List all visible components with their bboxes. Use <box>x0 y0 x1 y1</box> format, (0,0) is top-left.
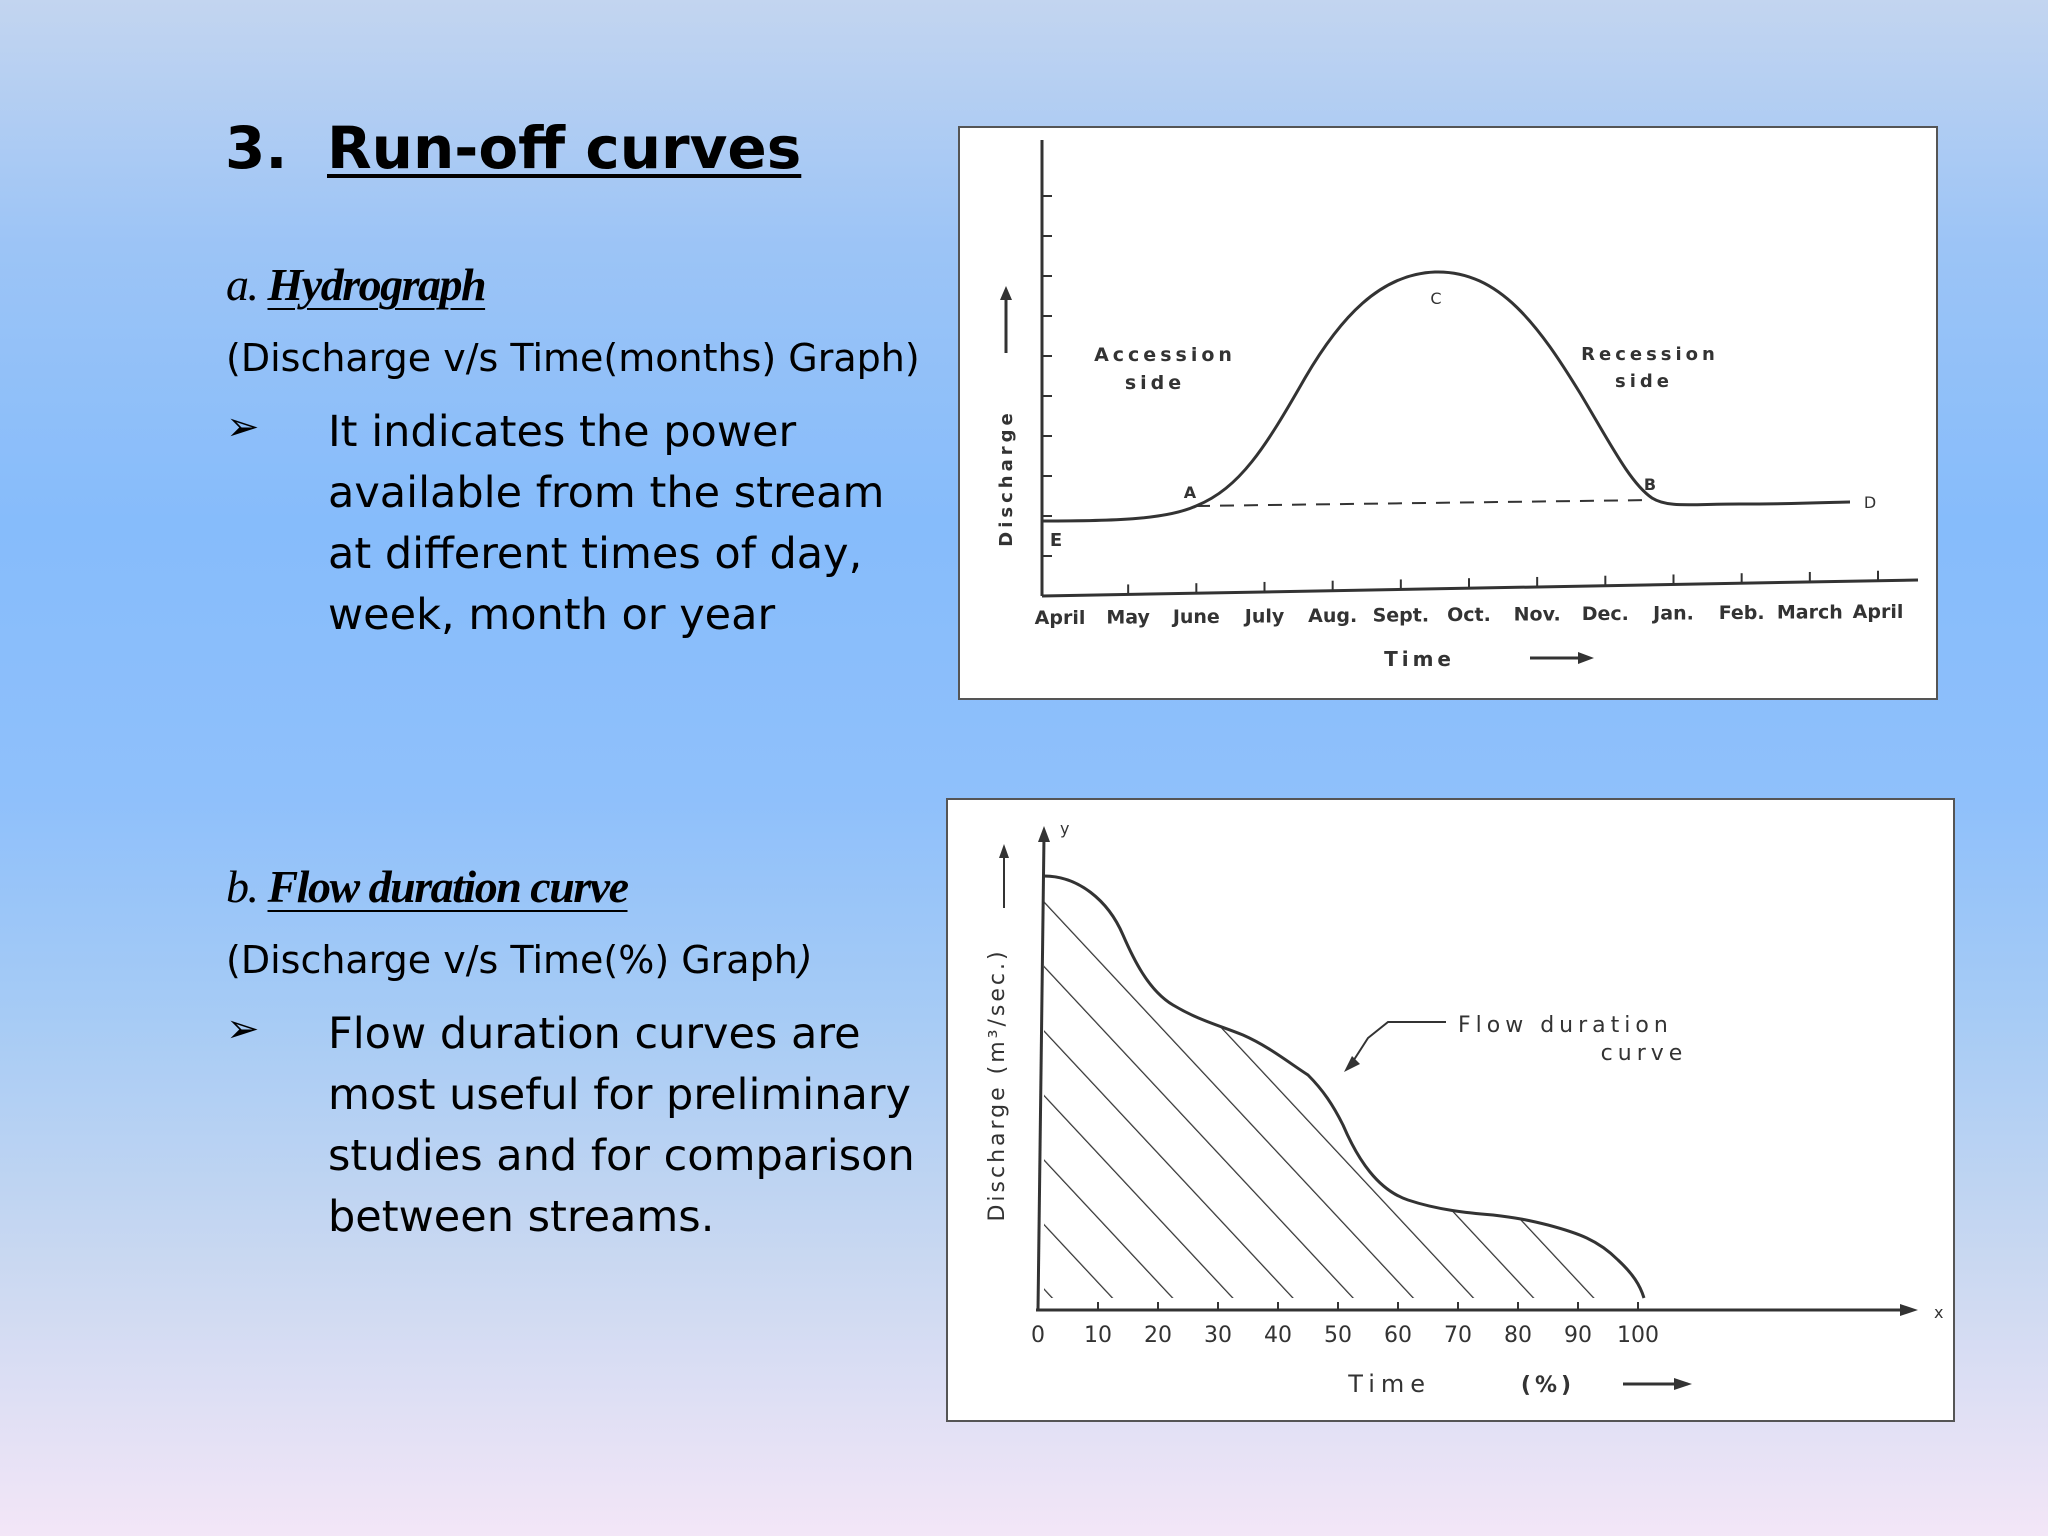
flow-duration-tick-label: 30 <box>1204 1323 1232 1348</box>
hydrograph-x-label: Time <box>1384 647 1455 671</box>
flow-duration-tick-label: 70 <box>1444 1323 1472 1348</box>
flow-duration-tick-label: 60 <box>1384 1323 1412 1348</box>
section-a-prefix: a. <box>226 259 259 310</box>
hydrograph-point-e: E <box>1050 530 1062 551</box>
hydrograph-accession-label-1: Accession <box>1094 344 1236 366</box>
hydrograph-y-ticks <box>1042 195 1052 557</box>
hydrograph-accession-label-2: side <box>1125 372 1185 394</box>
flow-duration-x-arrow-head <box>1900 1304 1918 1316</box>
flow-duration-tick-label: 20 <box>1144 1323 1172 1348</box>
flow-duration-x-ticks <box>1097 1302 1639 1310</box>
section-b-subtitle: (Discharge v/s Time(%) Graph) <box>226 938 813 982</box>
hydrograph-point-c: C <box>1430 289 1441 308</box>
section-b-subtitle-main: (Discharge v/s Time(%) Graph <box>226 938 798 982</box>
flow-duration-figure: y x 0 10 20 30 40 50 60 70 80 90 100 Discharge (m³… <box>946 798 1955 1422</box>
hydrograph-x-axis <box>1041 578 1919 598</box>
flow-duration-y-arrow-head <box>1038 826 1050 842</box>
hydrograph-svg: April May June July Aug. Sept. Oct. Nov. Dec. Jan… <box>996 140 1919 671</box>
section-b-title: Flow duration curve <box>267 861 630 912</box>
section-b-heading: b. Flow duration curve <box>226 860 630 913</box>
flow-duration-curve-label-1: Flow duration <box>1458 1013 1673 1038</box>
flow-duration-tick-labels: 0 10 20 30 40 50 60 70 80 90 100 <box>1031 1323 1659 1348</box>
section-b-bullet-text: Flow duration curves are most useful for… <box>328 1009 915 1242</box>
flow-duration-curve-label-2: curve <box>1601 1041 1688 1066</box>
hydrograph-curve <box>1041 270 1851 523</box>
hydrograph-recession-label-1: Recession <box>1581 344 1719 365</box>
flow-duration-tick-label: 0 <box>1031 1323 1045 1348</box>
flow-duration-label-leader-head <box>1344 1056 1360 1072</box>
flow-duration-y-label-arrow-head <box>999 844 1009 858</box>
hydrograph-baseflow-line <box>1195 499 1653 507</box>
flow-duration-y-symbol: y <box>1060 819 1069 838</box>
section-a-heading: a. Hydrograph <box>226 258 487 311</box>
flow-duration-tick-label: 100 <box>1617 1323 1659 1348</box>
flow-duration-svg: y x 0 10 20 30 40 50 60 70 80 90 100 Discharge (m³… <box>985 819 1943 1398</box>
hydrograph-month-label: July <box>1243 606 1285 628</box>
flow-duration-x-unit: (%) <box>1521 1373 1575 1398</box>
hydrograph-recession-label-2: side <box>1615 371 1673 392</box>
section-a-subtitle: (Discharge v/s Time(months) Graph) <box>226 336 920 380</box>
flow-duration-x-label-arrow-head <box>1674 1378 1692 1390</box>
hydrograph-month-label: April <box>1035 607 1086 629</box>
section-b-bullet-icon: ➢ <box>226 1006 260 1052</box>
hydrograph-y-arrow-head <box>1000 286 1012 300</box>
hydrograph-point-b: B <box>1644 475 1656 494</box>
flow-duration-tick-label: 50 <box>1324 1323 1352 1348</box>
hydrograph-month-label: June <box>1171 606 1220 628</box>
flow-duration-x-label: Time <box>1347 1370 1431 1398</box>
hydrograph-month-label: March <box>1777 602 1843 624</box>
section-a-bullet-text: It indicates the power available from th… <box>328 407 885 640</box>
flow-duration-x-symbol: x <box>1934 1303 1943 1322</box>
hydrograph-month-label: Feb. <box>1719 602 1765 624</box>
section-b-prefix: b. <box>226 861 259 912</box>
title-number: 3. <box>225 114 288 182</box>
flow-duration-curve <box>1043 874 1646 1299</box>
hydrograph-x-ticks <box>1127 570 1879 595</box>
hydrograph-figure: April May June July Aug. Sept. Oct. Nov. Dec. Jan… <box>958 126 1938 700</box>
title-text: Run-off curves <box>327 114 802 182</box>
hydrograph-month-label: May <box>1106 607 1150 629</box>
hydrograph-month-label: Sept. <box>1373 605 1429 627</box>
flow-duration-y-label: Discharge (m³/sec.) <box>985 948 1010 1221</box>
flow-duration-hatched-area <box>1044 876 1644 1298</box>
flow-duration-tick-label: 80 <box>1504 1323 1532 1348</box>
flow-duration-tick-label: 40 <box>1264 1323 1292 1348</box>
hydrograph-month-label: Jan. <box>1651 603 1694 625</box>
flow-duration-y-axis <box>1036 835 1046 1311</box>
section-a-bullet-icon: ➢ <box>226 404 260 450</box>
hydrograph-point-d: D <box>1864 493 1876 512</box>
section-a-title: Hydrograph <box>267 259 487 310</box>
hydrograph-month-label: Nov. <box>1514 604 1561 626</box>
section-b-subtitle-close: ) <box>797 938 813 982</box>
hydrograph-month-label: Dec. <box>1582 603 1629 625</box>
hydrograph-y-label: Discharge <box>996 409 1017 546</box>
flow-duration-tick-label: 10 <box>1084 1323 1112 1348</box>
hydrograph-month-label: Oct. <box>1447 604 1491 626</box>
hydrograph-month-labels: April May June July Aug. Sept. Oct. Nov. Dec. Jan… <box>1035 601 1904 629</box>
hydrograph-x-arrow-head <box>1578 652 1594 664</box>
slide-title: 3. Run-off curves <box>225 112 801 184</box>
hydrograph-month-label: April <box>1853 601 1904 623</box>
flow-duration-label-leader <box>1349 1021 1446 1067</box>
hydrograph-month-label: Aug. <box>1308 605 1357 627</box>
flow-duration-tick-label: 90 <box>1564 1323 1592 1348</box>
hydrograph-point-a: A <box>1184 483 1197 502</box>
